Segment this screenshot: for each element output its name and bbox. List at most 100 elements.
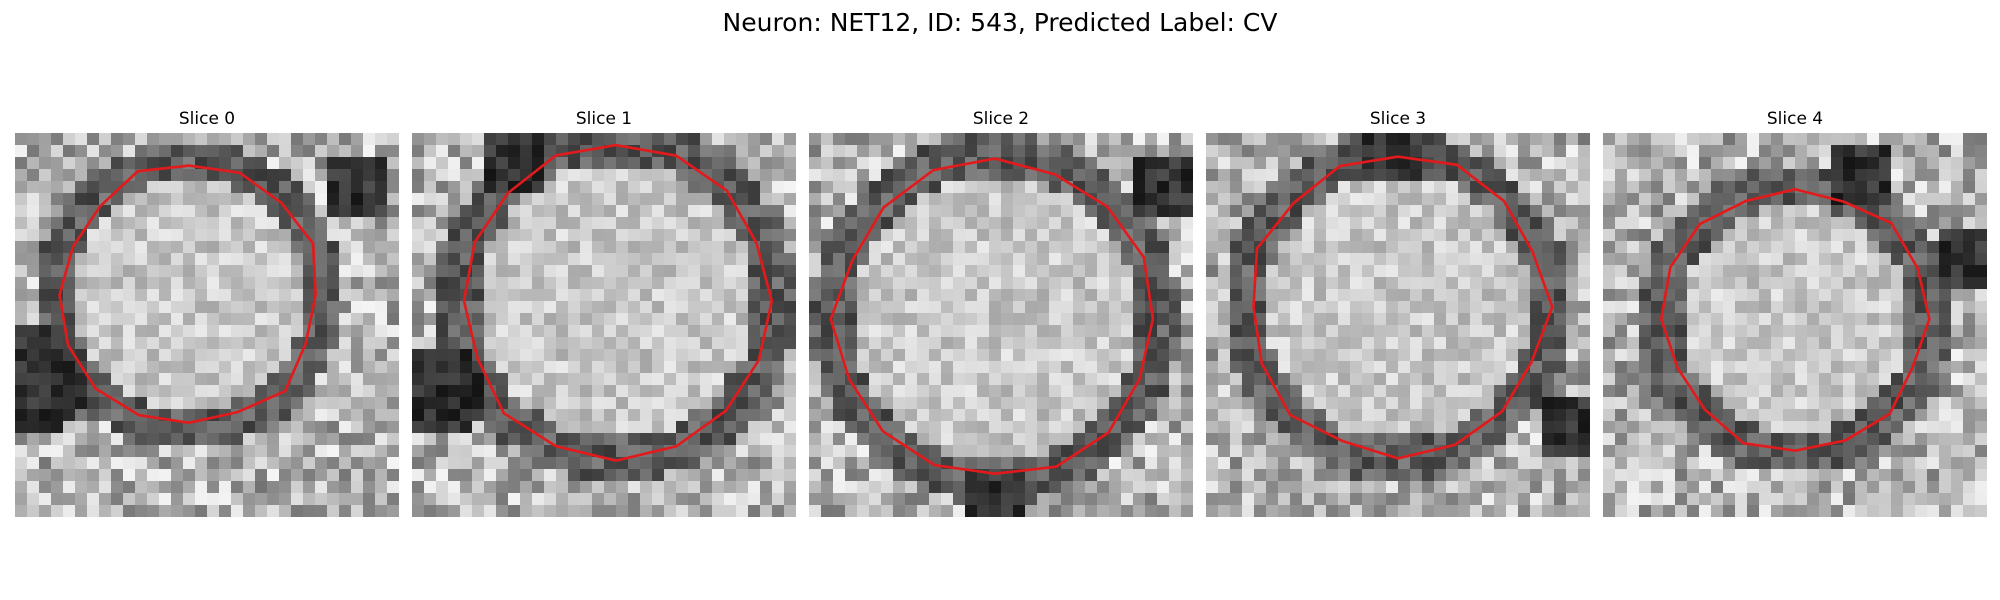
pixel xyxy=(1891,433,1904,446)
pixel xyxy=(953,325,966,338)
pixel xyxy=(1554,157,1567,170)
pixel xyxy=(869,277,882,290)
pixel xyxy=(1759,217,1772,230)
pixel xyxy=(15,337,28,350)
pixel xyxy=(736,313,749,326)
pixel xyxy=(953,493,966,506)
pixel xyxy=(51,409,64,422)
pixel xyxy=(1759,205,1772,218)
slice-panel-1: Slice 1 xyxy=(412,108,796,520)
pixel xyxy=(1903,445,1916,458)
pixel xyxy=(1891,421,1904,434)
pixel xyxy=(1518,409,1531,422)
pixel xyxy=(1434,253,1447,266)
pixel xyxy=(75,397,88,410)
pixel xyxy=(965,289,978,302)
pixel xyxy=(556,385,569,398)
pixel xyxy=(1109,145,1122,158)
pixel xyxy=(1434,397,1447,410)
pixel xyxy=(1530,445,1543,458)
pixel xyxy=(496,217,509,230)
pixel xyxy=(231,469,244,482)
pixel xyxy=(736,325,749,338)
pixel xyxy=(1386,193,1399,206)
pixel xyxy=(1398,421,1411,434)
pixel xyxy=(1242,193,1255,206)
pixel xyxy=(255,457,268,470)
pixel xyxy=(1518,277,1531,290)
pixel xyxy=(953,349,966,362)
pixel xyxy=(255,373,268,386)
pixel xyxy=(1362,505,1375,517)
pixel xyxy=(1735,289,1748,302)
pixel xyxy=(760,253,773,266)
pixel xyxy=(1446,181,1459,194)
pixel xyxy=(1939,397,1952,410)
pixel xyxy=(27,169,40,182)
pixel xyxy=(1819,229,1832,242)
pixel xyxy=(171,493,184,506)
pixel xyxy=(1867,193,1880,206)
pixel xyxy=(1518,145,1531,158)
pixel xyxy=(1290,505,1303,517)
pixel xyxy=(99,145,112,158)
pixel xyxy=(1073,385,1086,398)
pixel xyxy=(1771,337,1784,350)
pixel xyxy=(1326,289,1339,302)
pixel xyxy=(39,253,52,266)
pixel xyxy=(327,433,340,446)
pixel xyxy=(1735,157,1748,170)
pixel xyxy=(1903,133,1916,146)
pixel xyxy=(1807,277,1820,290)
pixel xyxy=(1266,193,1279,206)
pixel xyxy=(628,325,641,338)
pixel xyxy=(448,253,461,266)
pixel xyxy=(556,505,569,517)
pixel xyxy=(1001,361,1014,374)
pixel xyxy=(460,157,473,170)
pixel xyxy=(1819,409,1832,422)
pixel xyxy=(183,301,196,314)
pixel xyxy=(51,385,64,398)
pixel xyxy=(893,409,906,422)
pixel xyxy=(135,241,148,254)
pixel xyxy=(1494,409,1507,422)
pixel xyxy=(772,181,785,194)
pixel xyxy=(171,277,184,290)
pixel xyxy=(1939,277,1952,290)
pixel xyxy=(1675,169,1688,182)
pixel xyxy=(436,265,449,278)
pixel xyxy=(27,361,40,374)
pixel xyxy=(363,289,376,302)
slice-title-2: Slice 2 xyxy=(972,109,1030,129)
pixel xyxy=(1446,421,1459,434)
pixel xyxy=(1699,169,1712,182)
pixel xyxy=(760,397,773,410)
pixel xyxy=(111,433,124,446)
pixel xyxy=(1482,373,1495,386)
pixel xyxy=(1326,361,1339,374)
pixel xyxy=(1807,289,1820,302)
pixel xyxy=(1278,481,1291,494)
pixel xyxy=(243,445,256,458)
pixel xyxy=(412,493,425,506)
pixel xyxy=(1302,373,1315,386)
pixel xyxy=(1615,301,1628,314)
pixel xyxy=(1867,241,1880,254)
pixel xyxy=(147,337,160,350)
pixel xyxy=(712,445,725,458)
pixel xyxy=(1434,373,1447,386)
pixel xyxy=(1855,433,1868,446)
pixel xyxy=(1807,217,1820,230)
slice-title-1: Slice 1 xyxy=(575,109,633,129)
pixel xyxy=(436,409,449,422)
pixel xyxy=(436,145,449,158)
pixel xyxy=(544,445,557,458)
pixel xyxy=(989,145,1002,158)
pixel xyxy=(1615,145,1628,158)
pixel xyxy=(63,421,76,434)
pixel xyxy=(1458,445,1471,458)
pixel xyxy=(568,361,581,374)
pixel xyxy=(1278,505,1291,517)
pixel xyxy=(484,361,497,374)
